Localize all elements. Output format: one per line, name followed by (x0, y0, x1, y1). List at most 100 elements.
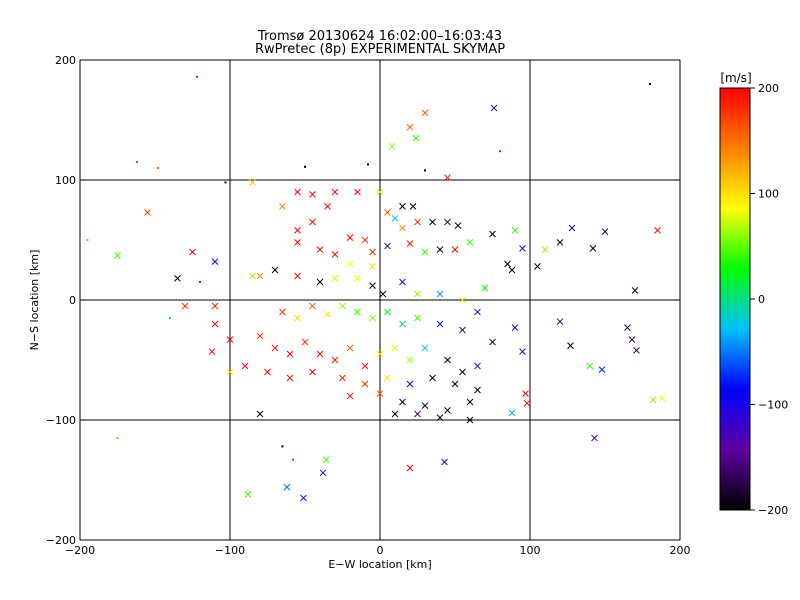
cross-stroke (441, 458, 448, 466)
cross-stroke (511, 324, 519, 331)
scatter-cross (376, 390, 384, 397)
cross-stroke (399, 203, 406, 210)
cross-stroke (649, 396, 657, 403)
cross-stroke (283, 483, 291, 491)
scatter-cross (354, 275, 361, 282)
cross-stroke (474, 308, 481, 316)
cross-stroke (631, 287, 639, 294)
cross-stroke (436, 290, 444, 298)
cross-stroke (208, 348, 216, 355)
scatter-cross (376, 188, 384, 196)
scatter-cross (421, 344, 429, 352)
cross-stroke (181, 302, 189, 310)
cross-stroke (226, 368, 234, 376)
scatter-cross (421, 248, 429, 256)
cross-stroke (489, 230, 496, 238)
cross-stroke (523, 399, 531, 407)
scatter-cross (369, 263, 376, 270)
scatter-cross (391, 215, 399, 222)
cross-stroke (294, 227, 301, 234)
cross-stroke (399, 320, 406, 328)
cross-stroke (346, 234, 354, 241)
cross-stroke (391, 410, 399, 418)
scatter-cross (316, 278, 324, 286)
cross-stroke (568, 224, 576, 232)
scatter-cross (322, 456, 330, 463)
scatter-cross (414, 218, 421, 226)
scatter-cross (631, 287, 639, 294)
cross-stroke (406, 356, 414, 364)
scatter-cross (319, 469, 327, 477)
scatter-cross (568, 224, 576, 232)
cross-stroke (346, 260, 354, 268)
cross-stroke (444, 174, 451, 181)
cross-stroke (451, 246, 459, 253)
y-axis-label: N−S location [km] (28, 250, 41, 351)
cross-stroke (331, 188, 339, 196)
cross-stroke (541, 246, 549, 253)
cross-stroke (406, 380, 414, 388)
cross-stroke (316, 278, 324, 286)
scatter-cross (429, 374, 436, 382)
cross-stroke (319, 469, 327, 477)
cross-stroke (412, 134, 420, 142)
cross-stroke (384, 374, 391, 382)
scatter-cross (406, 464, 414, 472)
cross-stroke (256, 272, 264, 280)
cross-stroke (459, 326, 466, 334)
cross-stroke (519, 245, 526, 252)
scatter-dot (649, 83, 651, 85)
cross-stroke (309, 218, 316, 226)
cross-stroke (409, 203, 417, 210)
scatter-cross (508, 409, 516, 417)
scatter-cross (249, 179, 256, 186)
scatter-cross (331, 188, 339, 196)
scatter-cross (324, 311, 331, 318)
scatter-cross (399, 278, 406, 286)
cross-stroke (436, 320, 444, 328)
scatter-cross (376, 350, 384, 358)
cross-stroke (444, 218, 451, 226)
cross-stroke (354, 308, 361, 316)
cross-stroke (444, 407, 451, 414)
cross-stroke (322, 456, 330, 463)
scatter-cross (406, 123, 414, 131)
scatter-cross (489, 230, 496, 238)
scatter-cross (459, 326, 466, 334)
chart-title-line1: Tromsø 20130624 16:02:00–16:03:43 (257, 29, 502, 44)
cross-stroke (586, 362, 594, 370)
scatter-cross (454, 222, 462, 229)
scatter-cross (399, 398, 406, 406)
scatter-cross (294, 239, 301, 246)
colorbar (719, 87, 751, 511)
scatter-cross (271, 266, 279, 274)
scatter-cross (508, 266, 516, 274)
scatter-dot (136, 161, 138, 163)
scatter-cross (601, 228, 609, 235)
x-tick-label: −100 (215, 544, 245, 557)
cross-stroke (286, 374, 294, 382)
cross-stroke (264, 368, 271, 376)
y-tick-label: 200 (55, 54, 76, 67)
scatter-cross (436, 414, 444, 421)
cross-stroke (354, 275, 361, 282)
cross-stroke (591, 434, 598, 442)
scatter-cross (286, 374, 294, 382)
scatter-cross (331, 356, 339, 364)
scatter-cross (339, 374, 346, 382)
scatter-cross (309, 218, 316, 226)
scatter-cross (466, 416, 474, 424)
scatter-cross (316, 246, 324, 253)
cross-stroke (294, 272, 301, 280)
cross-stroke (508, 266, 516, 274)
colorbar-label: [m/s] (720, 71, 751, 85)
cross-stroke (211, 320, 219, 328)
cross-stroke (361, 380, 369, 388)
scatter-cross (519, 245, 526, 252)
scatter-dot (116, 437, 119, 439)
cross-stroke (144, 209, 151, 216)
cross-stroke (567, 342, 574, 349)
cross-stroke (369, 314, 376, 322)
cross-stroke (508, 409, 516, 417)
cross-stroke (598, 366, 606, 373)
